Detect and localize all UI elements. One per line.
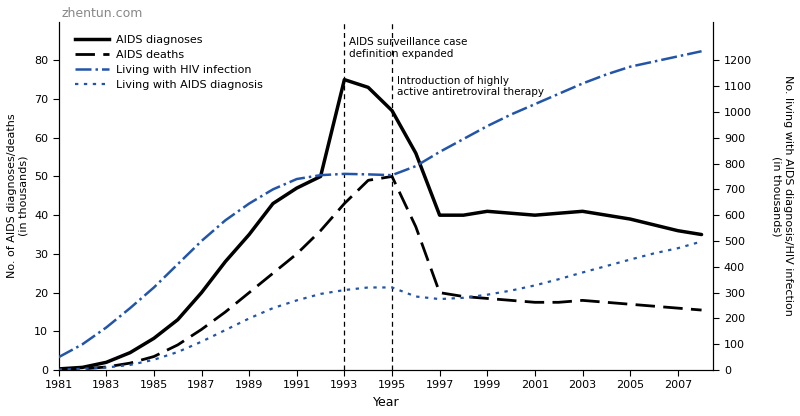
Text: Introduction of highly
active antiretroviral therapy: Introduction of highly active antiretrov… [397, 76, 544, 97]
Y-axis label: No. living with AIDS diagnosis/HIV infection
(in thousands): No. living with AIDS diagnosis/HIV infec… [771, 75, 793, 316]
Text: zhentun.com: zhentun.com [62, 7, 143, 20]
X-axis label: Year: Year [373, 396, 399, 409]
Text: AIDS surveillance case
definition expanded: AIDS surveillance case definition expand… [349, 37, 467, 59]
Legend: AIDS diagnoses, AIDS deaths, Living with HIV infection, Living with AIDS diagnos: AIDS diagnoses, AIDS deaths, Living with… [70, 31, 268, 94]
Y-axis label: No. of AIDS diagnoses/deaths
(in thousands): No. of AIDS diagnoses/deaths (in thousan… [7, 114, 29, 278]
